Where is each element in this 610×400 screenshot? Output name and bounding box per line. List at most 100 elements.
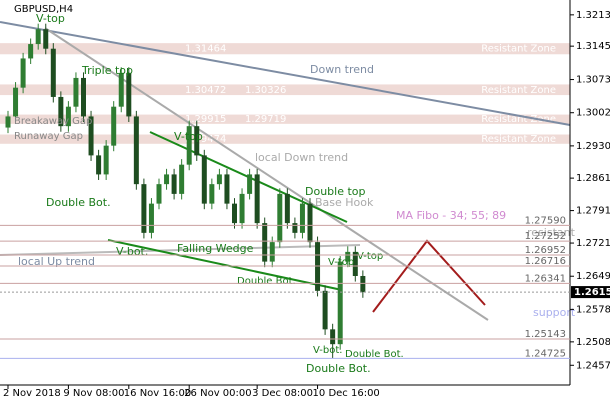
annotation: Down trend [310, 63, 374, 76]
y-tick-label: 1.27910 [576, 206, 610, 217]
candle-body [118, 72, 124, 107]
candle-body [345, 251, 351, 262]
candle-body [133, 116, 139, 185]
annotation: Breakaway Gap [14, 116, 92, 127]
y-tick-label: 1.30735 [576, 75, 610, 86]
candle-body [232, 203, 237, 224]
zone-price: 1.30472 [185, 85, 226, 96]
zone-label: Resistant Zone [481, 134, 556, 145]
y-tick-label: 1.29305 [576, 141, 610, 152]
resistant-zone [0, 114, 570, 124]
y-tick-label: 1.30020 [576, 108, 610, 119]
y-tick-label: 1.28610 [576, 173, 610, 184]
candle-body [216, 174, 222, 185]
candle-body [315, 242, 321, 291]
candle-body [50, 48, 56, 97]
candle-body [330, 329, 336, 345]
candle-body [96, 155, 102, 175]
annotation: Double Bot. [306, 362, 371, 375]
candle-body [186, 126, 192, 165]
candle-body [262, 223, 268, 262]
zone-price: 1.30326 [245, 85, 286, 96]
annotation: local Down trend [255, 151, 348, 164]
annotation: V-top [36, 12, 65, 25]
level-label: 1.26341 [525, 273, 566, 284]
y-tick-label: 1.24575 [576, 360, 610, 371]
candle-body [171, 174, 177, 194]
y-tick-label: 1.26495 [576, 271, 610, 282]
annotation: Double top [305, 185, 366, 198]
level-label: 1.26716 [525, 256, 566, 267]
candle-body [73, 77, 79, 107]
candle-body [13, 87, 19, 117]
candle-body [284, 193, 290, 224]
annotation: Runaway Gap [14, 131, 83, 142]
candle-body [35, 29, 41, 45]
candle-body [126, 72, 132, 117]
x-tick-label: 9 Nov 08:00 [63, 388, 124, 399]
wedge-lower [107, 239, 343, 291]
annotation: Double Bot. [345, 349, 404, 360]
y-tick-label: 1.27210 [576, 238, 610, 249]
annotation: MA Fibo - 34; 55; 89 [396, 209, 506, 222]
zone-price: 1.29474 [185, 134, 226, 145]
candle-body [299, 203, 305, 233]
candle-body [103, 145, 109, 175]
candle-body [179, 164, 185, 194]
annotation: Double Bot. [46, 196, 111, 209]
x-tick-label: 10 Dec 16:00 [313, 388, 380, 399]
candle-body [201, 155, 207, 204]
current-price-box [571, 286, 610, 299]
resistant-zone [0, 134, 570, 144]
candle-body [247, 174, 253, 194]
candle-body [322, 290, 328, 330]
candle-body [269, 242, 275, 262]
annotation: local Up trend [18, 255, 95, 268]
level-label: 1.24725 [525, 348, 566, 359]
level-label: 1.26952 [525, 245, 566, 256]
x-tick-label: 2 Nov 2018 [3, 388, 61, 399]
candle-body [88, 116, 94, 156]
candle-body [148, 203, 154, 233]
annotation: V-top [174, 130, 203, 143]
y-tick-label: 1.25780 [576, 304, 610, 315]
candle-body [20, 58, 26, 88]
annotation: Falling Wedge [177, 242, 254, 255]
annotation: Triple top [81, 64, 133, 77]
annotation: V-top [357, 251, 383, 262]
level-label: 1.27252 [525, 231, 566, 242]
candle-body [352, 251, 358, 276]
level-label: 1.25143 [525, 329, 566, 340]
annotation: Double Bot. [237, 276, 296, 287]
zones: Resistant Zone 1.31464 Resistant Zone 1.304… [0, 43, 570, 145]
candle-body [58, 96, 64, 127]
candle-body [239, 193, 245, 224]
annotation: support [533, 306, 576, 319]
candles [5, 23, 366, 359]
candle-body [254, 174, 260, 224]
candle-body [111, 106, 117, 146]
annotation: Base Hook [315, 196, 374, 209]
level-label: 1.27590 [525, 215, 566, 226]
candle-body [65, 106, 71, 127]
annotation: V-bot. [116, 245, 148, 258]
annotation: V-bot. [313, 345, 342, 356]
down-trend-line [0, 21, 571, 126]
candle-body [292, 223, 298, 233]
annotation: resistant [527, 226, 576, 239]
annotations: V-top Triple top Down trend local Down tren… [14, 12, 576, 375]
current-price-label: 1.26153 [574, 287, 610, 298]
zone-price: 1.31464 [185, 44, 226, 55]
candle-body [5, 116, 11, 128]
x-tick-label: 3 Dec 08:00 [252, 388, 313, 399]
candle-body [28, 44, 34, 59]
y-tick-label: 1.31455 [576, 41, 610, 52]
local-up-trend-line [0, 244, 361, 256]
annotation: V-top [328, 257, 354, 268]
candle-body [360, 275, 366, 293]
candle-body [156, 184, 162, 204]
candle-body [209, 184, 215, 204]
chart-title: GBPUSD,H4 [14, 4, 73, 15]
candle-body [194, 126, 200, 156]
